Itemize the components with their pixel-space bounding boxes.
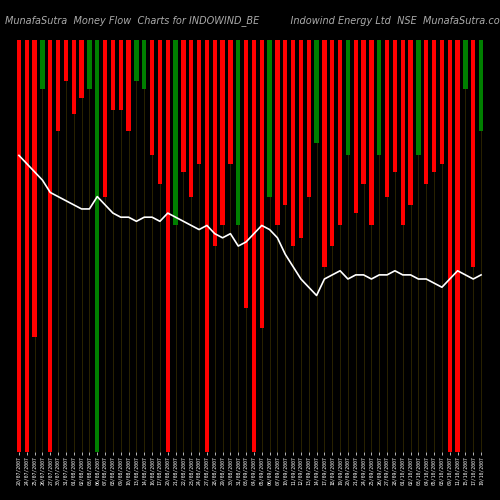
Bar [17, 40, 21, 452]
Bar [322, 40, 326, 266]
Bar [166, 40, 170, 452]
Bar [72, 40, 76, 114]
Bar [471, 40, 476, 266]
Bar [354, 40, 358, 213]
Bar [479, 40, 483, 130]
Bar [103, 40, 107, 196]
Bar [424, 40, 428, 184]
Bar [48, 40, 52, 452]
Bar [291, 40, 295, 246]
Bar [252, 40, 256, 452]
Bar [314, 40, 318, 143]
Bar [370, 40, 374, 226]
Bar [111, 40, 115, 110]
Bar [456, 40, 460, 452]
Bar [56, 40, 60, 130]
Bar [306, 40, 311, 196]
Bar [260, 40, 264, 329]
Bar [189, 40, 194, 196]
Bar [80, 40, 84, 98]
Bar [299, 40, 303, 238]
Bar [464, 40, 468, 90]
Bar [88, 40, 92, 90]
Bar [228, 40, 232, 164]
Bar [40, 40, 44, 90]
Bar [408, 40, 412, 205]
Bar [158, 40, 162, 184]
Bar [182, 40, 186, 172]
Bar [338, 40, 342, 226]
Bar [244, 40, 248, 308]
Bar [448, 40, 452, 452]
Bar [142, 40, 146, 90]
Bar [377, 40, 382, 156]
Bar [440, 40, 444, 164]
Bar [118, 40, 123, 110]
Bar [330, 40, 334, 246]
Bar [346, 40, 350, 156]
Bar [24, 40, 29, 452]
Bar [283, 40, 288, 205]
Bar [64, 40, 68, 81]
Bar [362, 40, 366, 184]
Text: MunafaSutra  Money Flow  Charts for INDOWIND_BE          Indowind Energy Ltd  NS: MunafaSutra Money Flow Charts for INDOWI… [5, 15, 500, 26]
Bar [393, 40, 397, 172]
Bar [32, 40, 36, 337]
Bar [150, 40, 154, 156]
Bar [432, 40, 436, 172]
Bar [134, 40, 138, 81]
Bar [212, 40, 217, 246]
Bar [197, 40, 201, 164]
Bar [416, 40, 420, 156]
Bar [236, 40, 240, 226]
Bar [220, 40, 224, 226]
Bar [385, 40, 389, 196]
Bar [95, 40, 100, 452]
Bar [126, 40, 130, 130]
Bar [205, 40, 209, 452]
Bar [276, 40, 280, 226]
Bar [400, 40, 405, 226]
Bar [268, 40, 272, 196]
Bar [174, 40, 178, 226]
